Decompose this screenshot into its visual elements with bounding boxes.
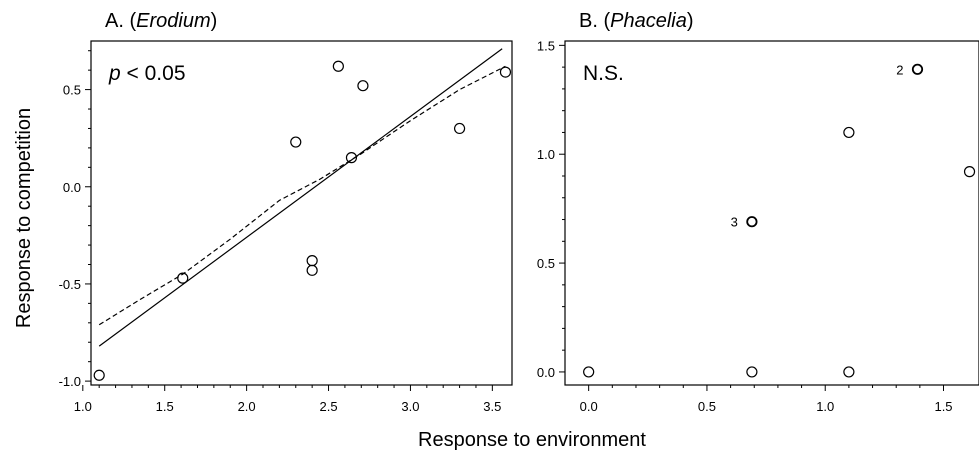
x-tick-label: 2.5: [319, 399, 337, 414]
panel-title: A. (Erodium): [105, 10, 217, 32]
x-tick-label: 1.0: [816, 399, 834, 414]
y-tick-label: -1.0: [59, 374, 81, 389]
data-point: [290, 136, 302, 148]
smoothed-trend-line: [98, 65, 506, 326]
point-count-label: 3: [731, 215, 738, 230]
data-point: [345, 152, 358, 164]
data-point: [499, 66, 512, 78]
overlapping-point: [912, 64, 923, 75]
data-point: [746, 366, 758, 378]
data-point: [332, 60, 344, 72]
x-tick-label: 0.5: [698, 399, 716, 414]
data-point: [453, 122, 466, 135]
x-tick-label: 3.0: [401, 399, 419, 414]
data-point: [306, 255, 318, 267]
y-tick-label: 1.5: [537, 38, 555, 53]
plot-frame: [564, 40, 979, 386]
x-tick-label: 2.0: [238, 399, 256, 414]
data-point: [583, 366, 595, 378]
data-point: [843, 366, 855, 378]
data-point: [911, 63, 924, 75]
y-tick-label: -0.5: [59, 277, 81, 292]
data-point: [357, 80, 369, 92]
panel-a: A. (Erodium) p < 0.05 1.0 1.5 2.0 2.5 3.0 3.5 -1…: [59, 10, 513, 414]
data-point: [746, 216, 758, 228]
y-tick-label: 1.0: [537, 147, 555, 162]
point-count-label: 2: [896, 62, 903, 77]
y-tick-label: 0.5: [63, 83, 81, 98]
x-tick-label: 1.5: [934, 399, 952, 414]
panel-b: B. (Phacelia) N.S. 0.0 0.5 1.0 1.5 0.0 0.5 1.0 1.…: [537, 10, 979, 414]
data-point: [843, 126, 855, 139]
plot-frame: [90, 40, 513, 386]
data-point: [177, 272, 189, 284]
y-axis-label: Response to competition: [13, 108, 35, 328]
data-point: [306, 264, 318, 276]
x-tick-label: 1.5: [156, 399, 174, 414]
x-tick-label: 1.0: [74, 399, 92, 414]
panel-title: B. (Phacelia): [579, 10, 694, 32]
x-tick-label: 3.5: [483, 399, 501, 414]
y-tick-label: 0.5: [537, 256, 555, 271]
overlapping-point: [747, 216, 757, 227]
y-tick-label: 0.0: [63, 180, 81, 195]
significance-annotation: N.S.: [583, 62, 624, 85]
data-point: [93, 369, 105, 381]
regression-line: [98, 48, 503, 347]
significance-annotation: p < 0.05: [108, 62, 186, 85]
y-tick-label: 0.0: [537, 365, 555, 380]
x-tick-label: 0.0: [580, 399, 598, 414]
data-point: [963, 166, 976, 178]
x-axis-label: Response to environment: [418, 429, 646, 451]
